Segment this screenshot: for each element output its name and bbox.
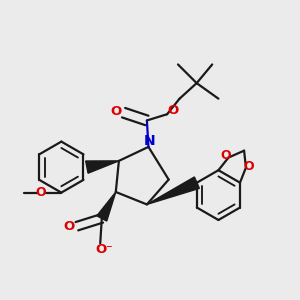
Text: O: O	[36, 186, 46, 199]
Text: O: O	[110, 105, 122, 118]
Text: O: O	[244, 160, 254, 172]
Text: N: N	[144, 134, 156, 148]
Text: O: O	[167, 104, 178, 117]
Text: ⁻: ⁻	[105, 243, 111, 256]
Text: O: O	[95, 243, 107, 256]
Polygon shape	[86, 161, 119, 173]
Text: O: O	[64, 220, 75, 233]
Polygon shape	[97, 192, 116, 221]
Text: O: O	[220, 149, 231, 163]
Polygon shape	[147, 177, 200, 204]
